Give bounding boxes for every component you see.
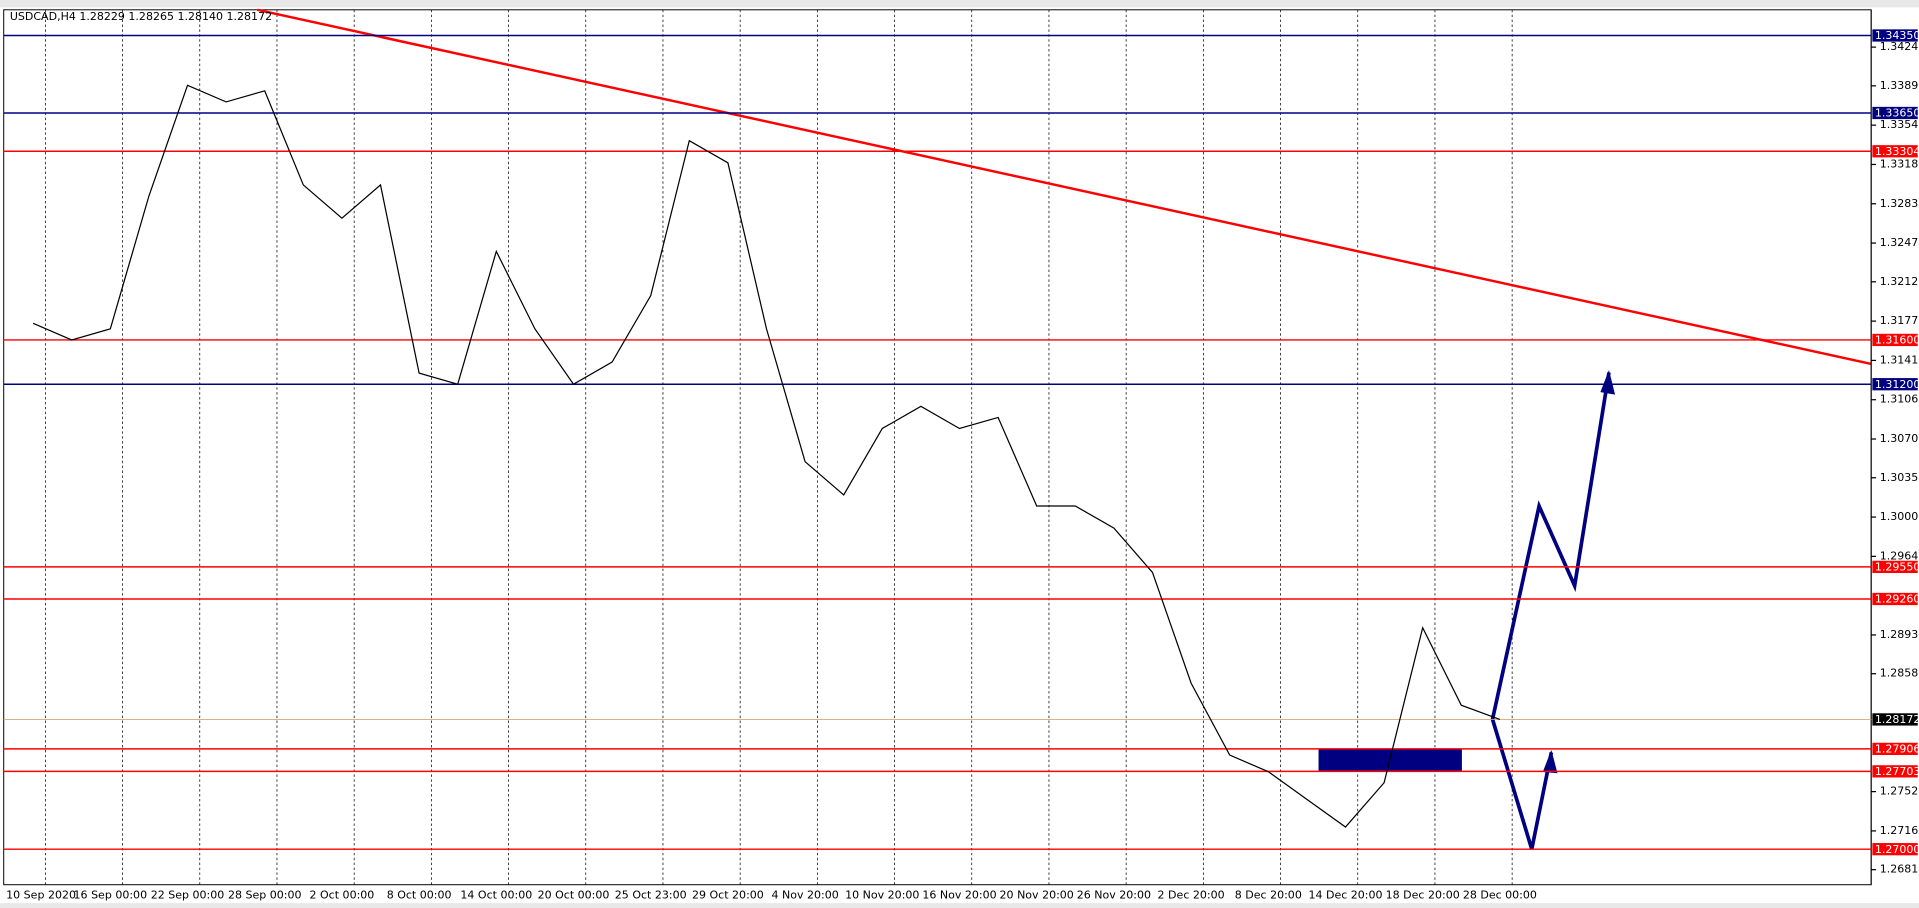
x-tick-label: 2 Oct 00:00	[310, 889, 375, 902]
level-label: 1.33650	[1875, 107, 1919, 120]
x-tick-label: 26 Nov 20:00	[1077, 889, 1151, 902]
x-tick-label: 20 Oct 00:00	[538, 889, 610, 902]
x-tick-label: 25 Oct 23:00	[615, 889, 687, 902]
level-label-box	[1872, 145, 1918, 158]
arrow-head	[1542, 749, 1558, 774]
level-label-box	[1872, 765, 1918, 778]
price-line	[32, 84, 1501, 828]
y-tick-label: 1.27165	[1880, 824, 1919, 837]
y-tick-label: 1.32125	[1880, 275, 1919, 288]
x-tick-label: 22 Sep 00:00	[151, 889, 225, 902]
y-tick-label: 1.33895	[1880, 79, 1919, 92]
level-label: 1.31200	[1875, 378, 1919, 391]
level-label-box	[1872, 713, 1918, 726]
chart-title: USDCAD,H4 1.28229 1.28265 1.28140 1.2817…	[10, 10, 272, 23]
x-tick-label: 28 Dec 00:00	[1463, 889, 1537, 902]
level-label-box	[1872, 378, 1918, 391]
scrollbar	[0, 903, 1919, 908]
y-tick-label: 1.30000	[1880, 510, 1919, 523]
y-tick-label: 1.34245	[1880, 40, 1919, 53]
x-tick-label: 4 Nov 20:00	[771, 889, 838, 902]
x-tick-label: 28 Sep 00:00	[228, 889, 302, 902]
y-tick-label: 1.29645	[1880, 549, 1919, 562]
y-tick-label: 1.32830	[1880, 197, 1919, 210]
projection-arrow-up	[1490, 372, 1611, 720]
x-tick-label: 10 Nov 20:00	[845, 889, 919, 902]
trend-line	[257, 8, 1872, 366]
y-tick-label: 1.28935	[1880, 628, 1919, 641]
x-tick-label: 14 Oct 00:00	[460, 889, 532, 902]
tab-strip	[0, 0, 1919, 8]
level-label-box	[1872, 106, 1918, 120]
level-label: 1.27703	[1875, 765, 1919, 778]
x-tick-label: 8 Oct 00:00	[387, 889, 452, 902]
y-tick-label: 1.31060	[1880, 393, 1919, 406]
level-label: 1.28172	[1875, 713, 1919, 726]
grid	[45, 9, 1513, 885]
x-tick-label: 2 Dec 20:00	[1158, 889, 1225, 902]
level-label-box	[1872, 742, 1918, 756]
level-label-box	[1872, 560, 1918, 574]
x-tick-label: 18 Dec 20:00	[1386, 889, 1460, 902]
y-tick-label: 1.27520	[1880, 785, 1919, 798]
level-label-box	[1872, 333, 1918, 347]
y-tick-label: 1.26815	[1880, 863, 1919, 876]
x-tick-label: 10 Sep 2020	[6, 889, 76, 902]
x-tick-label: 16 Sep 00:00	[74, 889, 148, 902]
x-tick-label: 8 Dec 20:00	[1235, 889, 1302, 902]
y-tick-label: 1.30705	[1880, 432, 1919, 445]
y-tick-label: 1.32475	[1880, 236, 1919, 249]
x-tick-label: 29 Oct 20:00	[692, 889, 764, 902]
level-label: 1.27000	[1875, 843, 1919, 856]
x-tick-label: 16 Nov 20:00	[922, 889, 996, 902]
y-tick-label: 1.31415	[1880, 353, 1919, 366]
level-label: 1.34350	[1875, 29, 1919, 42]
level-label: 1.33304	[1875, 145, 1919, 158]
y-tick-label: 1.33540	[1880, 118, 1919, 131]
y-tick-label: 1.33185	[1880, 157, 1919, 170]
arrow-head	[1600, 370, 1616, 395]
y-tick-label: 1.31770	[1880, 314, 1919, 327]
level-label: 1.29260	[1875, 593, 1919, 606]
level-label: 1.27906	[1875, 742, 1919, 755]
level-label-box	[1872, 843, 1918, 856]
level-label: 1.29550	[1875, 560, 1919, 573]
y-tick-label: 1.28585	[1880, 667, 1919, 680]
x-tick-label: 14 Dec 20:00	[1308, 889, 1382, 902]
x-tick-label: 20 Nov 20:00	[1000, 889, 1074, 902]
level-label-box	[1872, 29, 1918, 42]
level-label-box	[1872, 592, 1918, 606]
plot-frame	[3, 9, 1872, 886]
level-label: 1.31600	[1875, 334, 1919, 347]
y-tick-label: 1.30355	[1880, 471, 1919, 484]
